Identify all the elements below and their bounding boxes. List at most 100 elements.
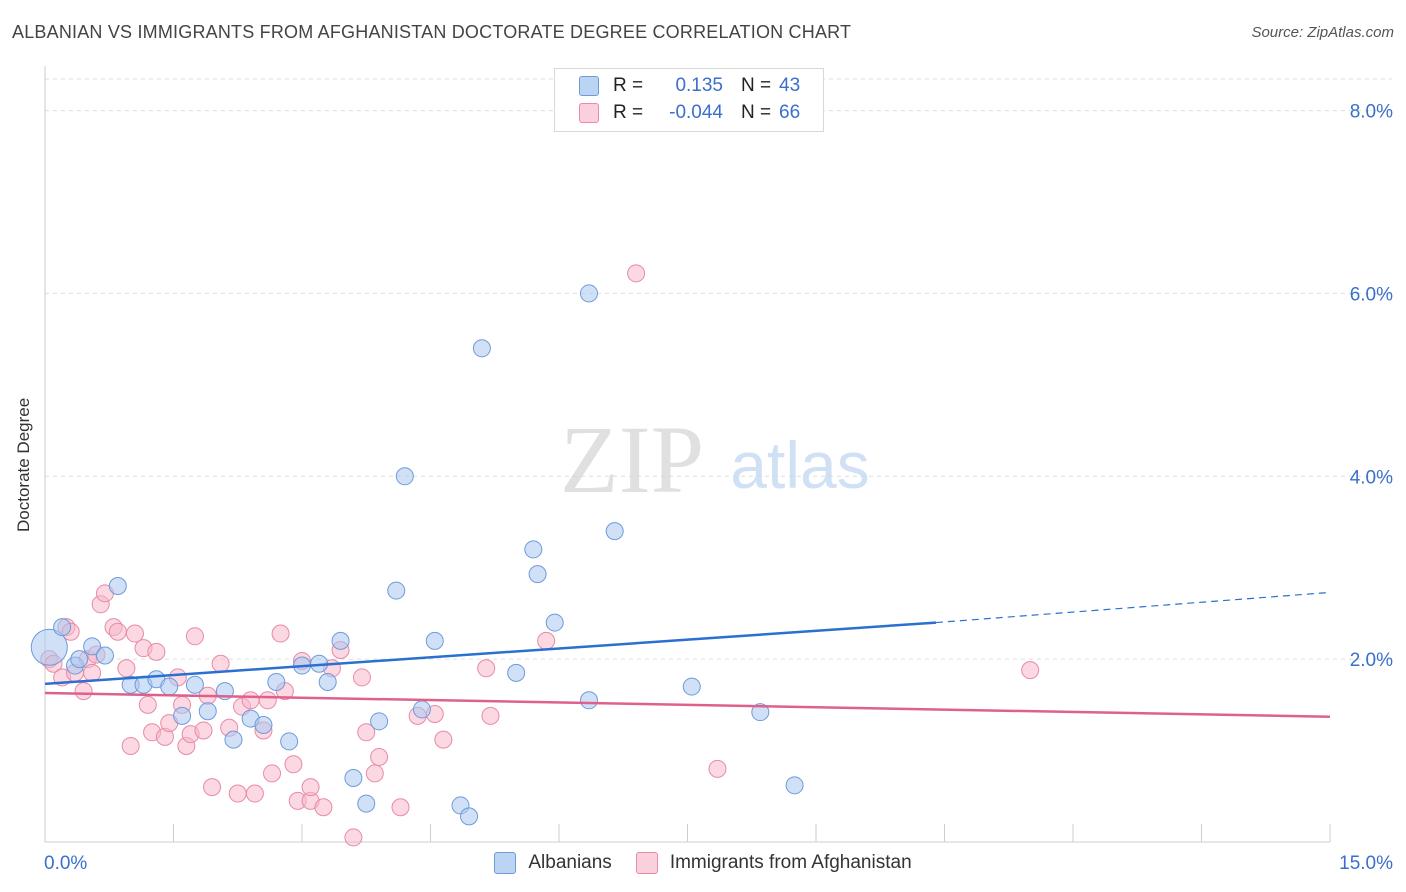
n-value: 66 [779, 102, 801, 123]
albanian-point [528, 565, 547, 584]
afghanistan-point [1021, 661, 1040, 680]
x-tick-label: 15.0% [1339, 853, 1393, 874]
albanian-point [579, 691, 598, 710]
afghanistan-point [284, 755, 303, 774]
afghanistan-point [370, 747, 389, 766]
afghanistan-swatch [579, 103, 599, 123]
albanian-point [108, 577, 127, 595]
albanian-points [30, 284, 804, 826]
afghanistan-point [211, 654, 230, 673]
afghanistan-point [708, 759, 727, 778]
afghanistan-point [391, 798, 410, 817]
legend-item-albanians[interactable]: Albanians [494, 852, 612, 874]
albanians-swatch [579, 76, 599, 96]
afghanistan-point [627, 264, 646, 283]
albanian-point [785, 776, 804, 795]
albanian-point [280, 732, 299, 751]
series-legend: Albanians Immigrants from Afghanistan [0, 852, 1406, 874]
albanian-point [95, 646, 114, 665]
legend-label: Immigrants from Afghanistan [669, 852, 912, 873]
afghanistan-point [301, 778, 320, 797]
afghanistan-point [194, 721, 213, 740]
r-label: R = [613, 102, 644, 123]
albanian-point [395, 467, 414, 486]
albanian-point [387, 581, 406, 600]
afghanistan-point [357, 723, 376, 742]
albanian-point [344, 769, 363, 787]
albanians-swatch [494, 852, 517, 874]
albanians-trend-extension [935, 591, 1331, 624]
afghanistan-trend-line [44, 691, 1331, 718]
afghanistan-point [83, 663, 102, 682]
albanian-point [318, 673, 337, 691]
albanian-point [751, 703, 770, 722]
afghanistan-point [74, 682, 93, 701]
albanians-trend-line [44, 621, 937, 686]
n-label: N = [741, 102, 772, 123]
albanian-point [224, 730, 243, 749]
afghanistan-point [314, 798, 333, 817]
r-value: -0.044 [669, 102, 723, 123]
albanian-point [198, 702, 217, 721]
albanian-point [53, 618, 72, 637]
afghanistan-point [352, 668, 371, 687]
afghanistan-point [481, 706, 500, 725]
afghanistan-point [108, 622, 127, 641]
r-value: 0.135 [675, 75, 723, 96]
stats-legend: R = 0.135 N = 43 R = -0.044 N = 66 [554, 68, 824, 132]
afghanistan-point [434, 730, 453, 749]
chart-title: ALBANIAN VS IMMIGRANTS FROM AFGHANISTAN … [12, 22, 852, 42]
afghanistan-point [263, 764, 282, 783]
y-tick-label: 2.0% [1350, 650, 1393, 671]
watermark-zip: ZIP [560, 406, 704, 513]
r-label: R = [613, 75, 644, 96]
afghanistan-point [537, 631, 556, 650]
albanian-point [160, 677, 179, 696]
albanian-point [70, 650, 89, 669]
albanian-point [460, 807, 479, 826]
albanian-point [357, 794, 376, 813]
afghanistan-point [365, 764, 384, 783]
afghanistan-point [258, 691, 277, 710]
albanian-point [524, 540, 543, 559]
afghanistan-point [344, 828, 363, 847]
afghanistan-point [125, 624, 144, 643]
afghanistan-point [271, 624, 290, 643]
afghanistan-point [245, 784, 264, 803]
n-value: 43 [779, 75, 801, 96]
afghanistan-point [117, 659, 136, 678]
albanian-point [370, 712, 389, 731]
albanian-point [579, 284, 598, 303]
afghanistan-point [147, 642, 166, 661]
afghanistan-point [203, 778, 222, 797]
albanian-point [545, 613, 564, 632]
legend-label: Albanians [528, 852, 612, 873]
afghanistan-swatch [635, 852, 658, 874]
legend-item-afghanistan[interactable]: Immigrants from Afghanistan [635, 852, 912, 874]
axis-ticks: 2.0% 4.0% 6.0% 8.0% 0.0% 15.0% [44, 102, 1393, 874]
y-tick-label: 4.0% [1350, 467, 1393, 488]
albanian-point [682, 677, 701, 696]
albanian-point [30, 628, 68, 666]
albanian-point [173, 706, 192, 725]
albanian-point [83, 637, 102, 656]
albanian-point [254, 715, 273, 734]
source-label: Source: ZipAtlas.com [1251, 24, 1394, 41]
afghanistan-point [228, 784, 247, 803]
stats-row-afghanistan: R = -0.044 N = 66 [579, 100, 800, 126]
y-tick-label: 6.0% [1350, 284, 1393, 305]
albanian-point [507, 663, 526, 682]
n-label: N = [741, 75, 772, 96]
gridlines [45, 78, 1392, 660]
albanian-point [425, 631, 444, 650]
albanian-point [331, 631, 350, 650]
afghanistan-point [121, 737, 140, 755]
stats-row-albanians: R = 0.135 N = 43 [579, 73, 800, 99]
x-tick-label: 0.0% [44, 853, 87, 874]
albanian-point [605, 522, 624, 541]
afghanistan-point [241, 691, 260, 710]
albanian-point [472, 339, 491, 358]
albanian-point [412, 700, 431, 719]
watermark-atlas: atlas [730, 428, 869, 502]
